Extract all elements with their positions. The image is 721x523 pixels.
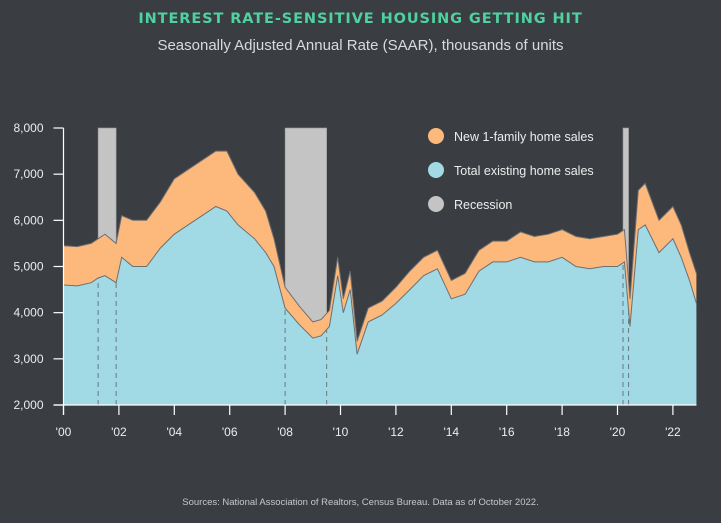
legend-label-existing-home-sales: Total existing home sales — [454, 164, 594, 178]
chart-title: INTEREST RATE-SENSITIVE HOUSING GETTING … — [138, 11, 583, 27]
legend-swatch-recession — [428, 196, 444, 212]
x-tick-label: '02 — [111, 425, 127, 439]
x-tick-label: '14 — [443, 425, 459, 439]
line-existing-sales — [63, 205, 697, 355]
line-total-sales — [63, 150, 697, 342]
y-tick-label: 7,000 — [13, 167, 43, 181]
chart-subtitle: Seasonally Adjusted Annual Rate (SAAR), … — [157, 37, 564, 54]
y-tick-label: 5,000 — [13, 260, 43, 274]
y-tick-label: 4,000 — [13, 306, 43, 320]
x-tick-label: '06 — [222, 425, 238, 439]
x-tick-label: '12 — [388, 425, 404, 439]
axes-layer: 2,000 3,000 4,000 5,000 6,000 7,000 8,000 '00 '0… — [13, 121, 697, 439]
y-tick-label: 2,000 — [13, 398, 43, 412]
x-tick-label: '18 — [554, 425, 570, 439]
y-tick-label: 8,000 — [13, 121, 43, 135]
legend-label-new-home-sales: New 1-family home sales — [454, 130, 594, 144]
x-tick-label: '22 — [665, 425, 681, 439]
legend-swatch-new-home-sales — [428, 128, 444, 144]
area-layer — [63, 150, 697, 405]
x-tick-label: '10 — [333, 425, 349, 439]
x-tick-label: '08 — [277, 425, 293, 439]
y-tick-label: 6,000 — [13, 213, 43, 227]
legend-label-recession: Recession — [454, 198, 512, 212]
legend: New 1-family home sales Total existing h… — [428, 128, 594, 212]
x-tick-label: '20 — [610, 425, 626, 439]
source-note: Sources: National Association of Realtor… — [182, 497, 539, 508]
x-tick-label: '04 — [166, 425, 182, 439]
legend-swatch-existing-home-sales — [428, 162, 444, 178]
y-tick-label: 3,000 — [13, 352, 43, 366]
x-tick-label: '00 — [56, 425, 72, 439]
area-new-home-sales — [63, 151, 697, 355]
area-existing-home-sales — [63, 206, 697, 405]
x-tick-label: '16 — [499, 425, 515, 439]
